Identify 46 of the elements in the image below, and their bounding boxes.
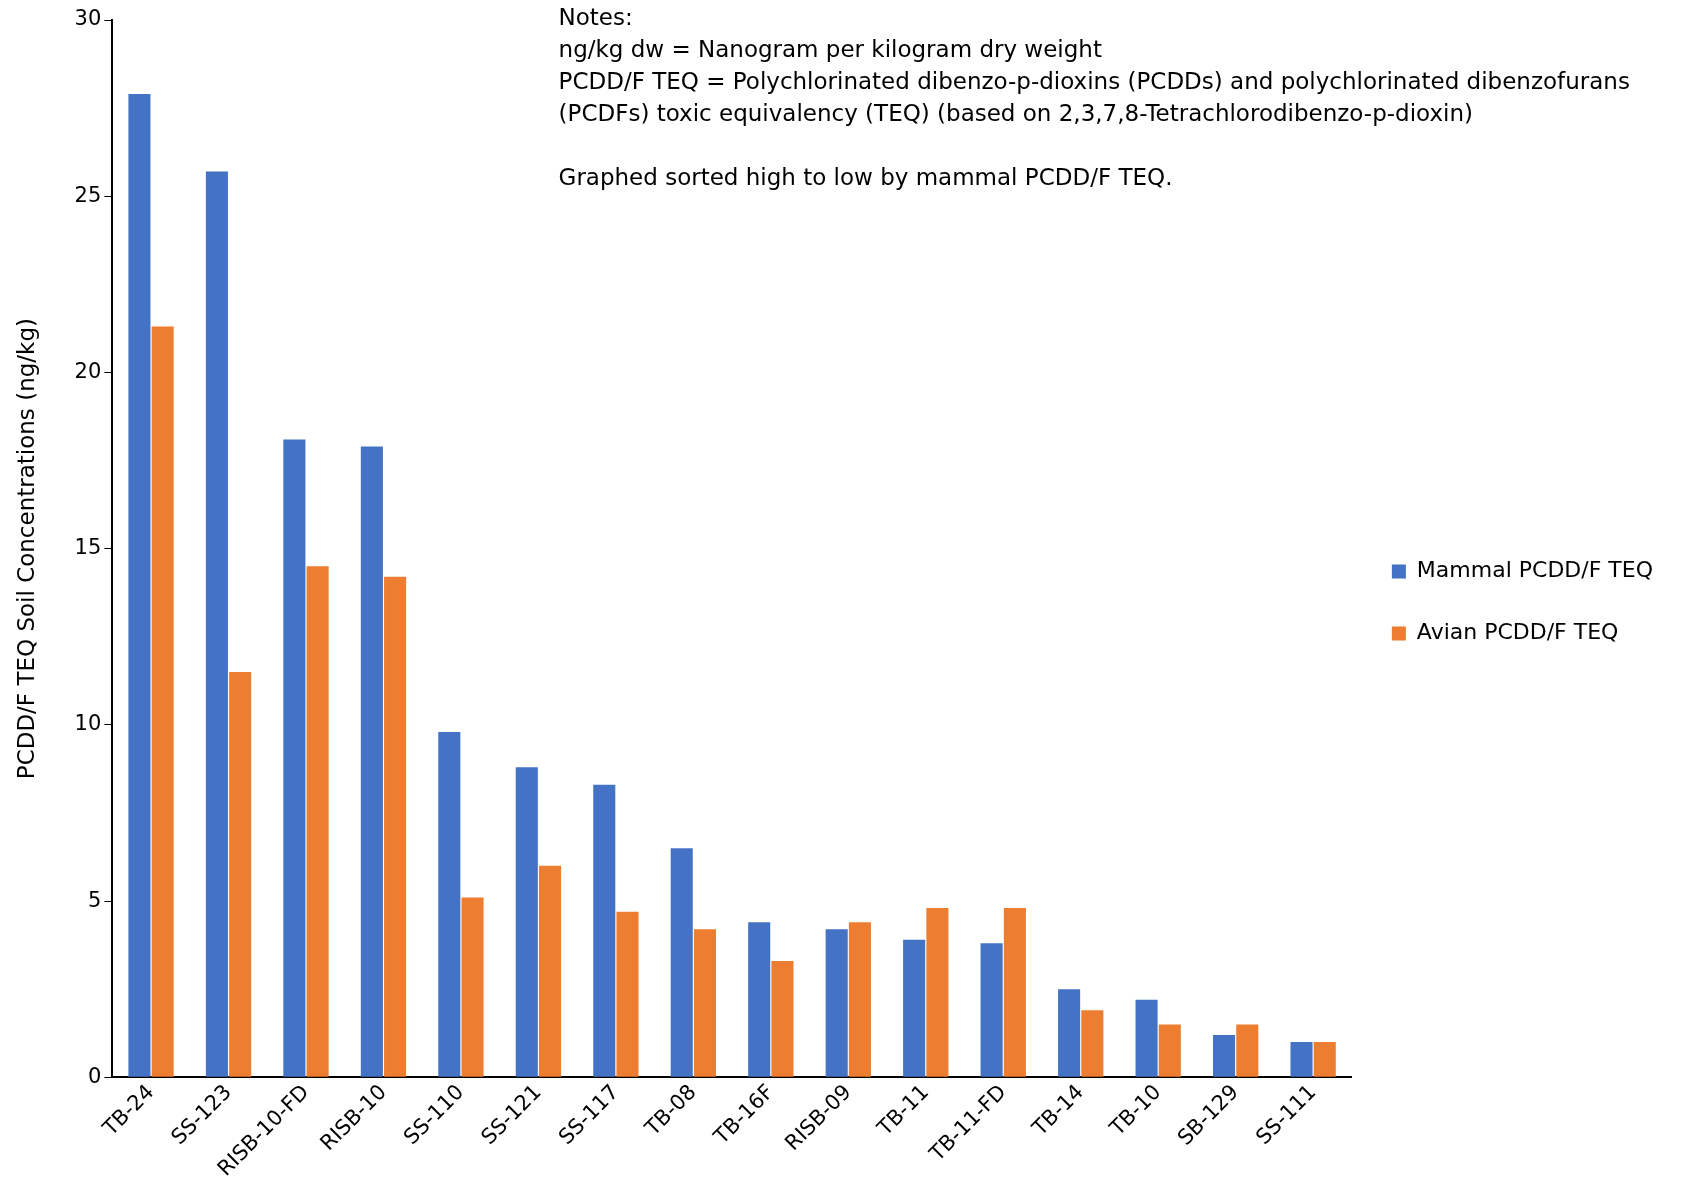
bar [539, 865, 562, 1077]
y-tick-label: 5 [87, 887, 102, 912]
bar [515, 767, 538, 1077]
bar [1081, 1010, 1104, 1077]
bar [670, 848, 693, 1077]
bar [926, 908, 949, 1077]
bar [980, 943, 1003, 1077]
legend-label: Avian PCDD/F TEQ [1416, 619, 1619, 645]
bar [283, 439, 306, 1077]
bar [1213, 1034, 1236, 1077]
y-axis-title: PCDD/F TEQ Soil Concentrations (ng/kg) [12, 318, 39, 780]
y-tick-label: 20 [74, 358, 102, 383]
annotation: ng/kg dw = Nanogram per kilogram dry weight [558, 36, 1102, 63]
bar [1313, 1042, 1336, 1077]
bar [1003, 908, 1026, 1077]
bar [1290, 1042, 1313, 1077]
bar [360, 446, 383, 1077]
bar [128, 94, 151, 1077]
y-tick-label: 10 [74, 711, 102, 736]
y-tick-label: 30 [74, 6, 102, 31]
y-tick-label: 15 [74, 535, 102, 560]
y-tick-label: 0 [87, 1063, 102, 1088]
bar [461, 897, 484, 1077]
bar [205, 171, 228, 1077]
annotation: Notes: [558, 4, 633, 31]
bar [748, 922, 771, 1077]
bar [1236, 1024, 1259, 1077]
bar [771, 960, 794, 1077]
bar [151, 326, 174, 1077]
legend-label: Mammal PCDD/F TEQ [1416, 557, 1654, 583]
bar [1158, 1024, 1181, 1077]
bar [693, 929, 717, 1077]
bar [306, 566, 329, 1077]
bar [229, 671, 252, 1077]
bar [593, 784, 616, 1077]
annotation: Graphed sorted high to low by mammal PCDD/F TEQ. [558, 164, 1173, 191]
bar [825, 929, 848, 1077]
y-tick-label: 25 [74, 182, 102, 207]
bar [848, 922, 871, 1077]
annotation: PCDD/F TEQ = Polychlorinated dibenzo-p-dioxins (PCDDs) and polychlorinated dibenzofurans (PCDFs) toxic equivalency (TEQ) (based on 2,3,7,8-Tetrachlorodibenzo-p-dioxin) [558, 68, 1630, 127]
bar [1135, 999, 1158, 1077]
bar [1058, 989, 1081, 1077]
bar [616, 911, 639, 1077]
bar [438, 731, 461, 1077]
bar [384, 576, 407, 1077]
bar [903, 939, 926, 1077]
